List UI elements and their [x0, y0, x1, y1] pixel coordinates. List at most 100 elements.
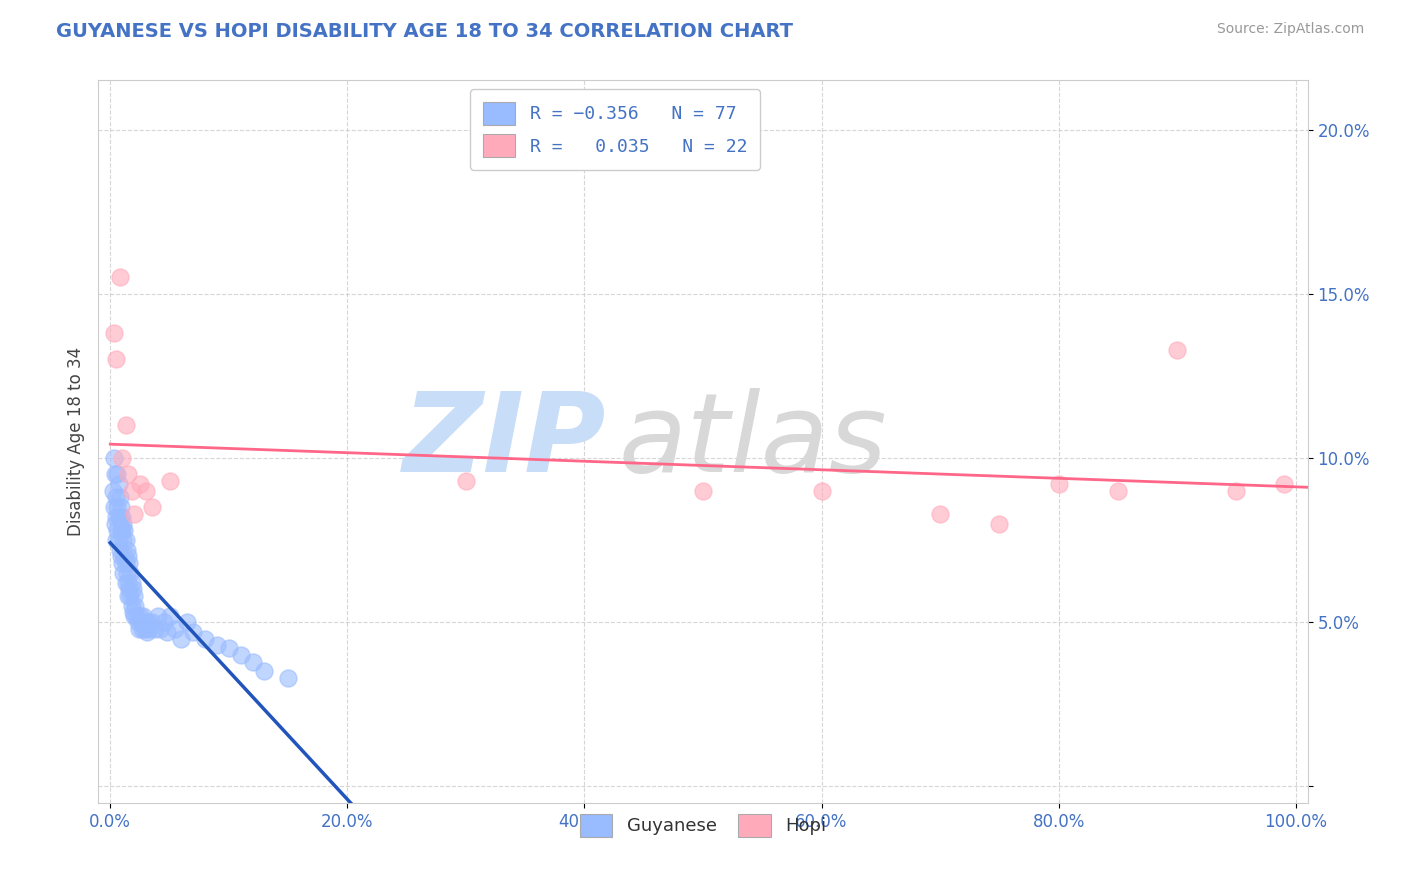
Point: [122, 589, 145, 603]
Point: [114, 523, 136, 537]
Point: [159, 474, 181, 488]
Point: [194, 632, 217, 646]
Point: [146, 608, 169, 623]
Point: [110, 549, 132, 564]
Point: [120, 566, 142, 580]
Point: [136, 615, 159, 630]
Point: [118, 556, 141, 570]
Point: [107, 477, 129, 491]
Text: Source: ZipAtlas.com: Source: ZipAtlas.com: [1216, 22, 1364, 37]
Point: [121, 599, 143, 613]
Point: [104, 516, 127, 531]
Point: [110, 500, 132, 515]
Point: [122, 608, 145, 623]
Point: [242, 655, 264, 669]
Point: [105, 523, 128, 537]
Point: [111, 450, 134, 465]
Point: [929, 507, 952, 521]
Point: [104, 467, 127, 482]
Point: [118, 582, 141, 597]
Point: [134, 622, 156, 636]
Point: [115, 542, 138, 557]
Point: [114, 575, 136, 590]
Point: [131, 622, 153, 636]
Point: [128, 622, 150, 636]
Point: [105, 352, 128, 367]
Point: [181, 625, 204, 640]
Point: [135, 483, 157, 498]
Point: [105, 510, 128, 524]
Point: [120, 589, 142, 603]
Point: [454, 474, 477, 488]
Point: [132, 608, 155, 623]
Legend: Guyanese, Hopi: Guyanese, Hopi: [572, 806, 834, 845]
Point: [103, 450, 125, 465]
Point: [117, 549, 139, 564]
Point: [101, 483, 124, 498]
Point: [111, 510, 134, 524]
Point: [112, 566, 135, 580]
Point: [205, 638, 228, 652]
Point: [692, 483, 714, 498]
Point: [114, 533, 136, 547]
Point: [165, 622, 187, 636]
Point: [105, 533, 128, 547]
Point: [112, 533, 135, 547]
Point: [114, 418, 136, 433]
Point: [229, 648, 252, 662]
Point: [103, 500, 125, 515]
Point: [135, 615, 157, 630]
Point: [136, 625, 159, 640]
Point: [1107, 483, 1129, 498]
Point: [115, 566, 138, 580]
Point: [129, 477, 152, 491]
Point: [810, 483, 832, 498]
Point: [129, 615, 152, 630]
Point: [117, 575, 139, 590]
Point: [107, 510, 129, 524]
Point: [121, 605, 143, 619]
Point: [107, 533, 129, 547]
Point: [156, 625, 179, 640]
Point: [121, 575, 143, 590]
Point: [108, 491, 131, 505]
Point: [124, 599, 146, 613]
Point: [125, 608, 148, 623]
Point: [1225, 483, 1247, 498]
Point: [121, 483, 143, 498]
Point: [112, 516, 135, 531]
Point: [122, 507, 145, 521]
Point: [108, 270, 131, 285]
Point: [114, 549, 136, 564]
Point: [111, 556, 134, 570]
Point: [129, 608, 152, 623]
Point: [127, 615, 149, 630]
Point: [111, 523, 134, 537]
Point: [105, 467, 128, 482]
Point: [103, 326, 125, 340]
Point: [117, 467, 139, 482]
Point: [1047, 477, 1070, 491]
Point: [1272, 477, 1295, 491]
Point: [105, 500, 128, 515]
Point: [108, 510, 131, 524]
Text: ZIP: ZIP: [402, 388, 606, 495]
Point: [988, 516, 1011, 531]
Point: [110, 523, 132, 537]
Point: [105, 491, 128, 505]
Point: [176, 615, 198, 630]
Point: [121, 582, 143, 597]
Point: [138, 622, 160, 636]
Y-axis label: Disability Age 18 to 34: Disability Age 18 to 34: [66, 347, 84, 536]
Point: [141, 500, 163, 515]
Point: [149, 622, 172, 636]
Point: [117, 589, 139, 603]
Text: GUYANESE VS HOPI DISABILITY AGE 18 TO 34 CORRELATION CHART: GUYANESE VS HOPI DISABILITY AGE 18 TO 34…: [56, 22, 793, 41]
Point: [159, 608, 181, 623]
Point: [152, 615, 174, 630]
Point: [277, 671, 299, 685]
Point: [143, 622, 166, 636]
Point: [1166, 343, 1188, 357]
Point: [170, 632, 193, 646]
Point: [253, 665, 276, 679]
